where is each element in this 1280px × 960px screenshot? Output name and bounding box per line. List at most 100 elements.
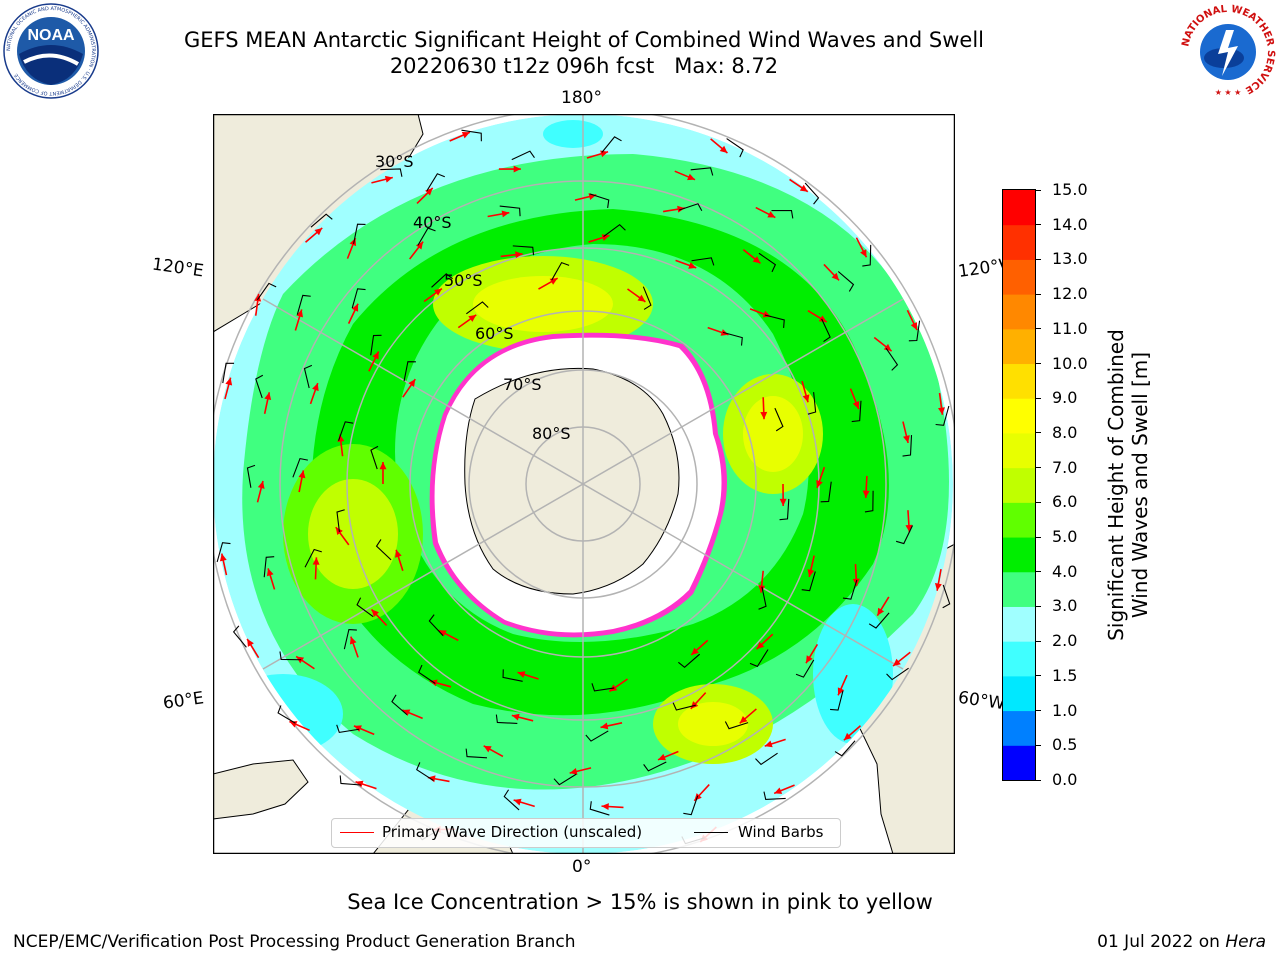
- wave-arrow-head: [511, 713, 520, 721]
- wave-arrow-head: [349, 636, 357, 645]
- wind-barb: [603, 224, 626, 238]
- colorbar-tick-mark: [1035, 328, 1041, 330]
- wave-arrow-head: [910, 322, 918, 331]
- wind-barb: [795, 659, 815, 678]
- wave-arrow-head: [934, 583, 942, 591]
- lon-label-60e: 60°E: [161, 688, 206, 714]
- wind-barb: [589, 801, 610, 816]
- wave-arrow-head: [425, 187, 433, 196]
- wind-barb: [416, 762, 434, 782]
- footer-date: 01 Jul 2022 on Hera: [1097, 932, 1266, 952]
- wind-barb: [216, 542, 231, 563]
- colorbar-label-line1: Significant Height of Combined: [1104, 329, 1128, 641]
- wind-barb: [672, 702, 696, 711]
- wave-arrow-head: [739, 715, 748, 724]
- colorbar-tick-mark: [1035, 779, 1041, 781]
- wind-barb: [591, 683, 615, 692]
- wave-arrow-head: [513, 165, 521, 173]
- colorbar-tick-mark: [1035, 571, 1041, 573]
- colorbar-swatch: [1003, 259, 1035, 295]
- wind-barb: [277, 705, 296, 724]
- wave-arrow-head: [938, 407, 945, 415]
- map-panel: 30°S 40°S 50°S 60°S 70°S 80°S Primary Wa…: [212, 113, 956, 855]
- wave-arrow-head: [691, 647, 699, 655]
- wave-arrow-head: [395, 549, 402, 558]
- wave-arrow-head: [257, 480, 265, 489]
- wind-barb: [512, 245, 535, 256]
- colorbar-swatch: [1003, 467, 1035, 503]
- wind-barb: [353, 223, 366, 244]
- footer-machine: Hera: [1225, 932, 1266, 952]
- wave-arrow-head: [862, 490, 870, 498]
- wind-barb: [222, 362, 235, 384]
- wind-barb: [511, 150, 535, 161]
- wave-arrow-head: [351, 303, 359, 312]
- wave-arrow-head: [372, 351, 379, 360]
- colorbar-tick-label: 5.0: [1052, 527, 1078, 547]
- wave-arrow-head: [877, 607, 885, 616]
- lon-label-60w: 60°W: [956, 687, 1007, 715]
- wind-barb: [868, 612, 890, 629]
- colorbar-tick-mark: [1035, 536, 1041, 538]
- colorbar-swatch: [1003, 432, 1035, 469]
- wave-direction-arrows: [216, 129, 951, 845]
- colorbar-tick-mark: [1035, 640, 1041, 642]
- wind-barb-swatch: [694, 832, 728, 833]
- colorbar-tick-mark: [1035, 744, 1041, 746]
- colorbar-swatch: [1003, 675, 1035, 712]
- wave-arrow-head: [802, 394, 810, 403]
- wind-barb: [465, 748, 488, 759]
- colorbar-tick-label: 6.0: [1052, 492, 1078, 512]
- wave-arrow-head: [247, 638, 254, 647]
- colorbar-tick-mark: [1035, 432, 1041, 434]
- colorbar-tick-mark: [1035, 605, 1041, 607]
- wind-barb: [601, 136, 622, 153]
- wave-arrow-head: [254, 293, 262, 302]
- lon-label-120e: 120°E: [150, 254, 205, 282]
- colorbar-swatch: [1003, 502, 1035, 538]
- wave-arrow-head: [517, 671, 526, 678]
- wind-barb: [246, 464, 256, 488]
- wind-barb: [820, 481, 832, 503]
- wind-barb-legend-label: Wind Barbs: [738, 823, 824, 841]
- colorbar-label-line2: Wind Waves and Swell [m]: [1128, 351, 1152, 619]
- wind-barb: [837, 271, 855, 292]
- wave-arrow-head: [515, 251, 523, 259]
- wave-arrow-head: [687, 173, 696, 181]
- colorbar-swatch: [1003, 745, 1035, 781]
- colorbar-swatch: [1003, 537, 1035, 573]
- wave-arrow-head: [402, 709, 411, 716]
- colorbar-tick-label: 9.0: [1052, 388, 1078, 408]
- wave-arrow-head: [371, 609, 379, 618]
- wind-barb: [466, 301, 489, 315]
- wave-arrow-head: [837, 687, 845, 696]
- wave-arrow-head: [314, 227, 323, 236]
- wind-barb: [758, 586, 767, 610]
- colorbar-swatch: [1003, 641, 1035, 677]
- wind-barb: [356, 597, 374, 618]
- footer-org: NCEP/EMC/Verification Post Processing Pr…: [13, 932, 576, 952]
- colorbar-tick-mark: [1035, 363, 1041, 365]
- wind-barb: [683, 795, 699, 816]
- wind-barb: [255, 374, 264, 399]
- wind-barb: [426, 173, 445, 192]
- colorbar-tick-mark: [1035, 710, 1041, 712]
- wind-barb: [942, 584, 951, 609]
- wind-barb: [755, 752, 778, 766]
- colorbar-swatches: [1003, 190, 1035, 781]
- colorbar-tick-mark: [1035, 224, 1041, 226]
- wave-arrow-head: [774, 787, 783, 794]
- wave-arrow-head: [501, 210, 510, 218]
- wind-barb: [370, 334, 382, 356]
- wind-barb: [502, 669, 523, 682]
- wind-barb: [726, 138, 744, 158]
- wave-arrow-head: [799, 184, 808, 192]
- lon-label-180: 180°: [561, 88, 602, 108]
- wave-direction-legend-label: Primary Wave Direction (unscaled): [382, 823, 643, 841]
- colorbar: [1002, 189, 1036, 781]
- colorbar-swatch: [1003, 571, 1035, 607]
- polar-map: [212, 113, 956, 855]
- wave-arrow-head: [569, 768, 578, 775]
- colorbar-tick-mark: [1035, 501, 1041, 503]
- wind-barb: [834, 740, 856, 757]
